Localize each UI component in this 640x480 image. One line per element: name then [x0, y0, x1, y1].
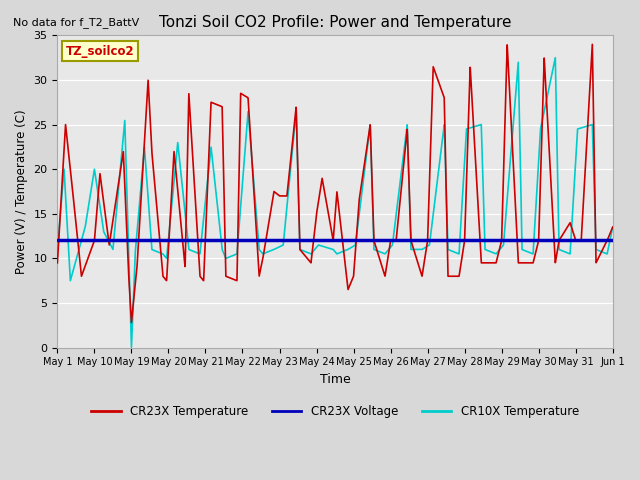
Legend: CR23X Temperature, CR23X Voltage, CR10X Temperature: CR23X Temperature, CR23X Voltage, CR10X …: [86, 400, 584, 423]
Title: Tonzi Soil CO2 Profile: Power and Temperature: Tonzi Soil CO2 Profile: Power and Temper…: [159, 15, 511, 30]
X-axis label: Time: Time: [319, 373, 351, 386]
Text: TZ_soilco2: TZ_soilco2: [66, 45, 134, 58]
Y-axis label: Power (V) / Temperature (C): Power (V) / Temperature (C): [15, 109, 28, 274]
Text: No data for f_T2_BattV: No data for f_T2_BattV: [13, 17, 139, 28]
